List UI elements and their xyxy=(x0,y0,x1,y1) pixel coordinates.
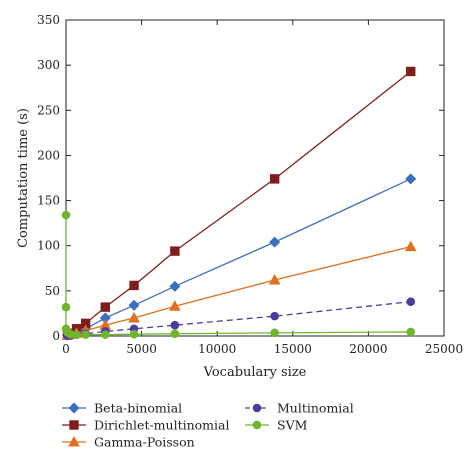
legend-label: Dirichlet-multinomial xyxy=(94,418,230,433)
data-point xyxy=(269,174,280,184)
x-tick-label: 20000 xyxy=(349,342,387,356)
data-point xyxy=(270,311,279,321)
data-point xyxy=(406,297,416,306)
data-point xyxy=(101,330,110,339)
data-point xyxy=(270,328,279,338)
data-point xyxy=(129,329,139,339)
y-tick-label: 250 xyxy=(37,103,60,117)
series-dirichlet-multinomial xyxy=(62,66,416,340)
legend: Beta-binomial Dirichlet-multinomial Gamma-… xyxy=(62,401,354,450)
data-point xyxy=(170,320,180,330)
legend-item: Gamma-Poisson xyxy=(62,435,195,450)
y-tick-label: 350 xyxy=(37,13,60,27)
data-point xyxy=(405,173,417,185)
data-point xyxy=(170,329,180,339)
legend-marker xyxy=(252,403,262,413)
data-point xyxy=(72,330,81,339)
legend-marker xyxy=(252,420,262,430)
series-line xyxy=(67,178,412,336)
legend-marker xyxy=(68,402,80,414)
data-point xyxy=(81,330,90,339)
data-point xyxy=(128,299,140,311)
legend-marker xyxy=(69,420,79,430)
legend-item: Beta-binomial xyxy=(62,401,182,416)
y-tick-label: 0 xyxy=(52,329,60,343)
series-marks xyxy=(61,66,417,341)
x-tick-label: 25000 xyxy=(425,342,463,356)
data-point xyxy=(129,280,139,291)
legend-item: SVM xyxy=(245,418,308,433)
y-axis-title: Computation time (s) xyxy=(16,108,31,248)
x-tick-label: 15000 xyxy=(274,342,312,356)
legend-label: SVM xyxy=(277,418,308,433)
legend-item: Multinomial xyxy=(245,401,354,416)
axes: 0 50 100 150 200 250 300 350 0 5000 10000 15000 2000… xyxy=(37,13,463,356)
data-point xyxy=(100,302,111,312)
legend-marker xyxy=(68,435,80,447)
data-point xyxy=(61,210,71,220)
data-point xyxy=(404,240,417,252)
series-svm xyxy=(61,210,416,339)
series-line xyxy=(65,215,411,336)
data-point xyxy=(169,280,181,292)
legend-label: Multinomial xyxy=(277,401,354,416)
x-axis-title: Vocabulary size xyxy=(203,365,307,380)
data-point xyxy=(268,273,281,285)
plot-frame xyxy=(65,19,445,337)
y-tick-label: 150 xyxy=(37,194,60,208)
data-point xyxy=(170,246,180,256)
x-tick-label: 0 xyxy=(62,342,70,356)
data-point xyxy=(169,300,181,311)
series-beta-binomial xyxy=(62,173,417,341)
x-tick-label: 10000 xyxy=(198,342,236,356)
y-tick-label: 50 xyxy=(45,284,60,298)
series-gamma-poisson xyxy=(61,240,417,340)
y-tick-label: 300 xyxy=(37,58,60,72)
data-point xyxy=(406,327,416,337)
x-tick-label: 5000 xyxy=(126,342,157,356)
legend-label: Beta-binomial xyxy=(94,401,182,416)
series-line xyxy=(67,245,411,336)
legend-item: Dirichlet-multinomial xyxy=(62,418,230,433)
legend-label: Gamma-Poisson xyxy=(94,435,195,450)
data-point xyxy=(269,236,281,248)
y-tick-label: 200 xyxy=(37,148,60,162)
series-line xyxy=(67,301,411,337)
y-tick-label: 100 xyxy=(37,239,60,253)
data-point xyxy=(61,302,71,312)
data-point xyxy=(406,66,416,77)
data-point xyxy=(128,311,140,323)
